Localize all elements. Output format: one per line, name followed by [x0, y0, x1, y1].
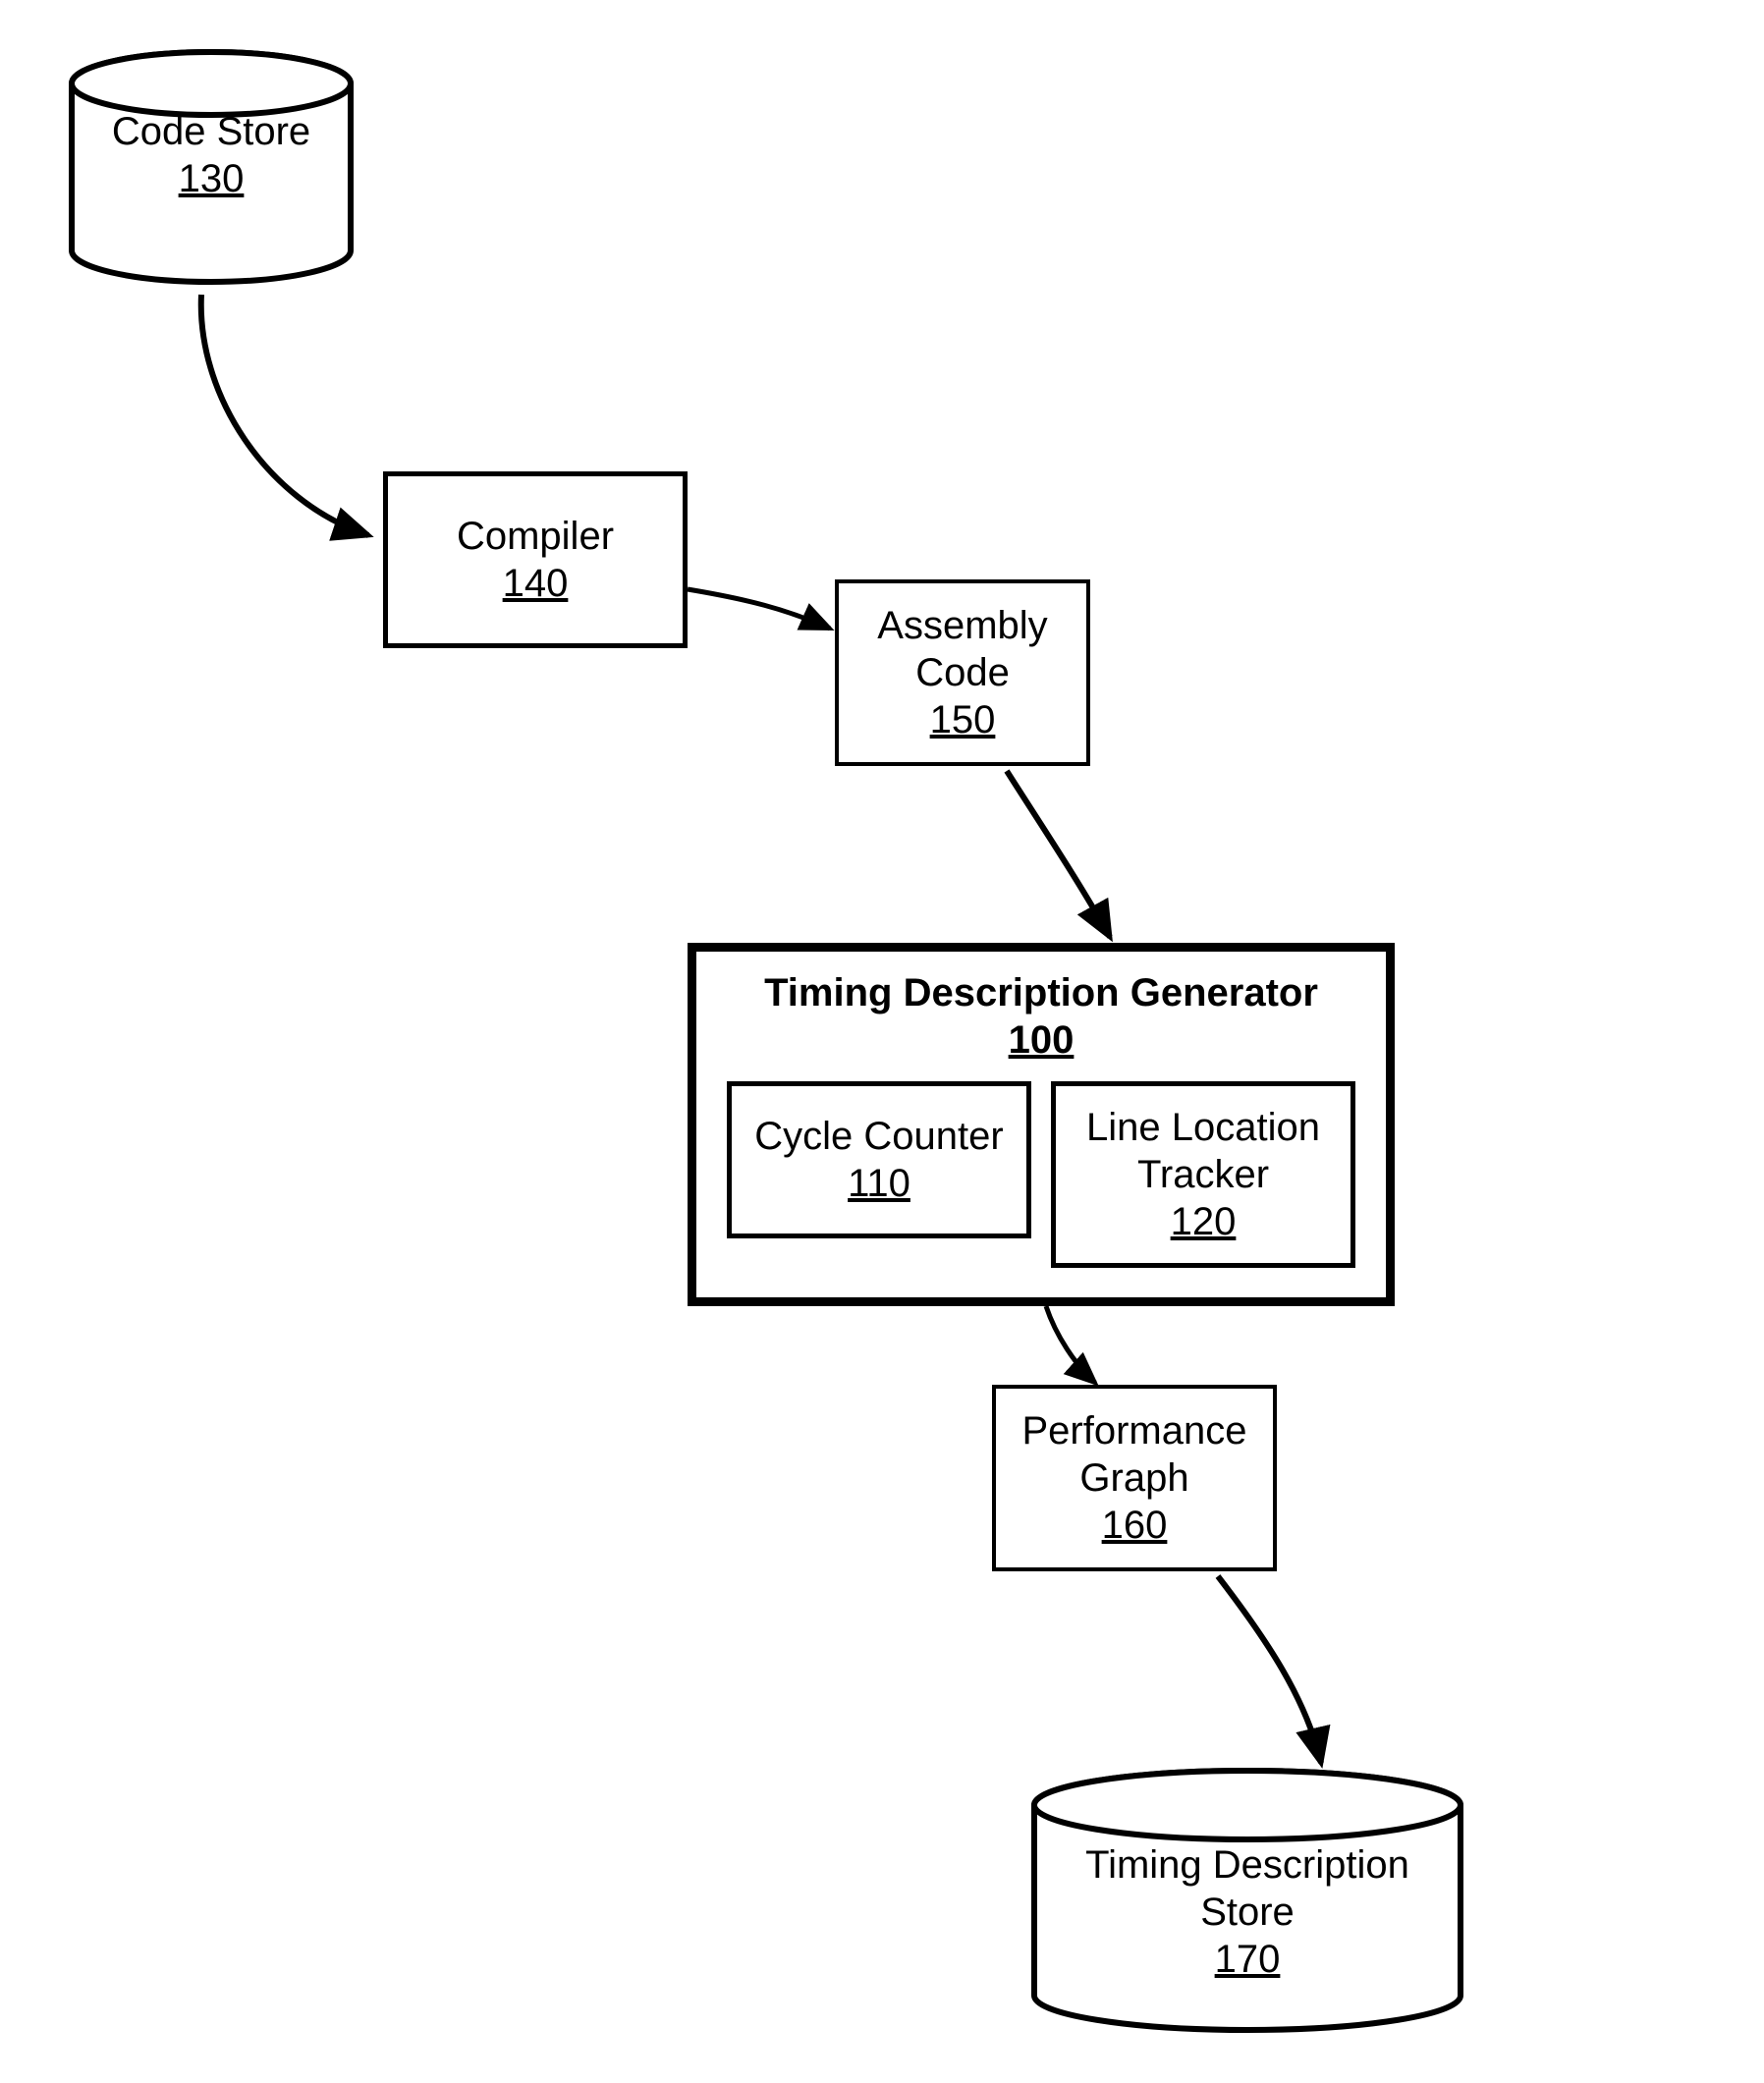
- node-line-location-tracker: Line Location Tracker 120: [1051, 1081, 1355, 1268]
- assembly-label1: Assembly: [877, 602, 1047, 649]
- assembly-label2: Code: [915, 649, 1010, 696]
- edge-timing_generator-to-performance_graph: [1046, 1306, 1095, 1383]
- llt-ref: 120: [1171, 1198, 1237, 1245]
- cycle-counter-ref: 110: [848, 1160, 910, 1207]
- perf-label1: Performance: [1022, 1407, 1247, 1454]
- edge-performance_graph-to-timing_store: [1218, 1576, 1321, 1763]
- perf-label2: Graph: [1079, 1454, 1188, 1502]
- node-assembly-code: Assembly Code 150: [835, 579, 1090, 766]
- node-code-store: Code Store 130: [69, 49, 354, 285]
- llt-label1: Line Location: [1086, 1104, 1320, 1151]
- cycle-counter-label: Cycle Counter: [754, 1113, 1003, 1160]
- node-performance-graph: Performance Graph 160: [992, 1385, 1277, 1571]
- edge-code_store-to-compiler: [201, 295, 368, 535]
- code-store-ref: 130: [179, 155, 245, 202]
- timing-store-label1: Timing Description: [1085, 1841, 1409, 1889]
- timing-generator-ref: 100: [1009, 1016, 1075, 1064]
- node-timing-store: Timing Description Store 170: [1031, 1768, 1463, 2033]
- timing-generator-title: Timing Description Generator: [764, 969, 1318, 1016]
- node-compiler: Compiler 140: [383, 471, 688, 648]
- compiler-label: Compiler: [457, 513, 614, 560]
- edge-assembly_code-to-timing_generator: [1007, 771, 1110, 937]
- code-store-label: Code Store: [112, 108, 310, 155]
- node-cycle-counter: Cycle Counter 110: [727, 1081, 1031, 1238]
- timing-store-label2: Store: [1200, 1889, 1295, 1936]
- edge-compiler-to-assembly_code: [688, 589, 830, 629]
- timing-generator-children: Cycle Counter 110 Line Location Tracker …: [727, 1081, 1355, 1268]
- llt-label2: Tracker: [1137, 1151, 1269, 1198]
- compiler-ref: 140: [503, 560, 569, 607]
- timing-store-ref: 170: [1215, 1936, 1281, 1983]
- assembly-ref: 150: [930, 696, 996, 743]
- node-timing-generator: Timing Description Generator 100 Cycle C…: [688, 943, 1395, 1306]
- perf-ref: 160: [1102, 1502, 1168, 1549]
